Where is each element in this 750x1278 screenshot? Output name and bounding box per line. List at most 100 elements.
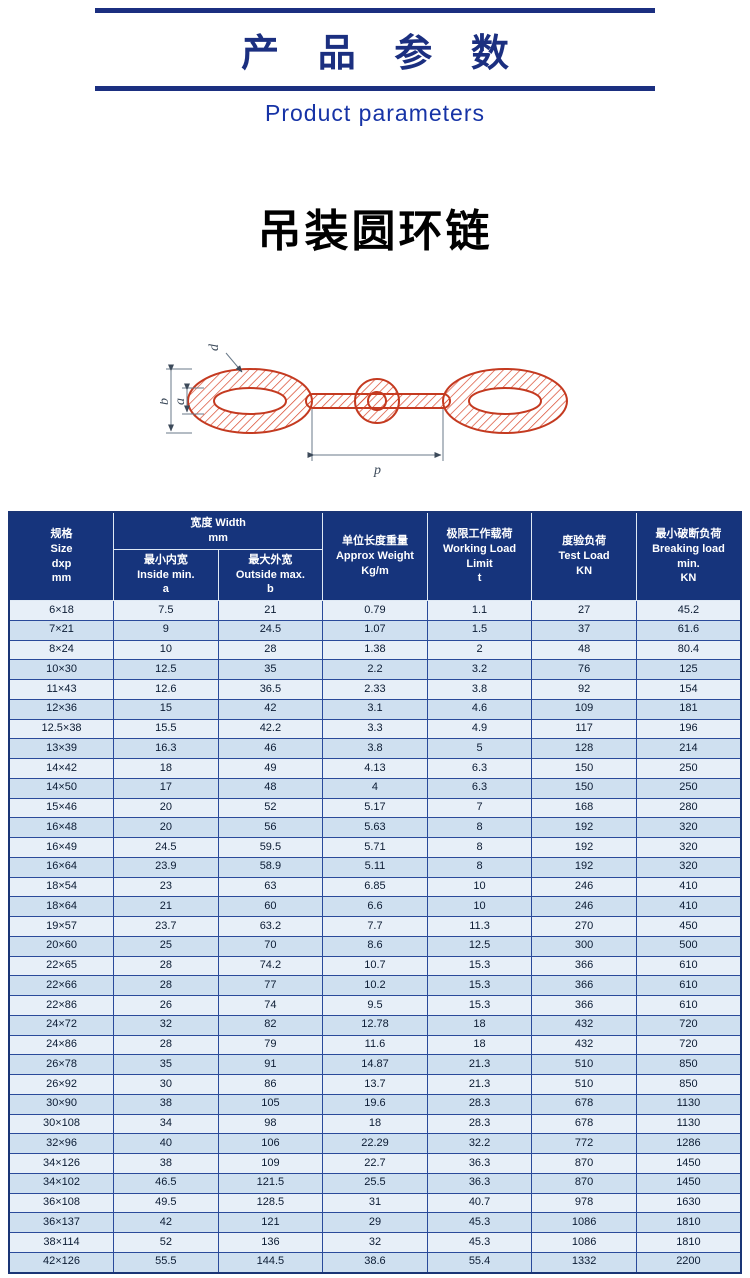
table-cell: 36×108 <box>8 1192 115 1214</box>
table-cell: 32 <box>113 1014 219 1036</box>
header-outside-width: 最大外宽 Outside max. b <box>217 548 324 602</box>
dim-label-b: b <box>160 398 172 405</box>
table-row: 32×96 40 106 22.29 32.2 772 1286 <box>8 1133 742 1155</box>
table-cell: 150 <box>531 777 637 799</box>
table-cell: 8×24 <box>8 639 115 661</box>
table-row: 36×137 42 121 29 45.3 1086 1810 <box>8 1212 742 1234</box>
table-cell: 5.11 <box>322 856 428 878</box>
table-cell: 15.5 <box>113 718 219 740</box>
table-cell: 45.3 <box>426 1232 533 1253</box>
header-test-load: 度验负荷 Test Load KN <box>531 511 637 602</box>
table-cell: 3.3 <box>322 718 428 740</box>
table-cell: 8 <box>426 856 533 878</box>
table-cell: 28 <box>113 1034 219 1056</box>
table-row: 22×66 28 77 10.2 15.3 366 610 <box>8 975 742 997</box>
table-row: 30×108 34 98 18 28.3 678 1130 <box>8 1113 742 1135</box>
table-cell: 1286 <box>635 1133 742 1155</box>
table-cell: 32.2 <box>426 1133 533 1155</box>
table-cell: 28 <box>113 955 219 977</box>
table-cell: 1086 <box>531 1232 637 1253</box>
table-cell: 610 <box>635 975 742 997</box>
table-cell: 6.85 <box>322 876 428 898</box>
table-cell: 7 <box>426 797 533 819</box>
table-cell: 46.5 <box>113 1172 219 1194</box>
table-cell: 432 <box>531 1014 637 1036</box>
table-cell: 56 <box>217 817 324 839</box>
table-cell: 19×57 <box>8 916 115 937</box>
table-cell: 77 <box>217 975 324 997</box>
table-cell: 105 <box>217 1093 324 1115</box>
table-row: 20×60 25 70 8.6 12.5 300 500 <box>8 935 742 957</box>
table-row: 16×49 24.5 59.5 5.71 8 192 320 <box>8 837 742 858</box>
table-cell: 128.5 <box>217 1192 324 1214</box>
table-cell: 48 <box>531 639 637 661</box>
table-cell: 7.5 <box>113 600 219 621</box>
table-cell: 6.3 <box>426 758 533 779</box>
table-cell: 91 <box>217 1054 324 1076</box>
table-cell: 21 <box>217 600 324 621</box>
table-cell: 196 <box>635 718 742 740</box>
table-cell: 5.71 <box>322 837 428 858</box>
table-cell: 27 <box>531 600 637 621</box>
table-cell: 270 <box>531 916 637 937</box>
header-breaking-load: 最小破断负荷 Breaking load min. KN <box>635 511 742 602</box>
parameters-table: 规格 Size dxp mm 宽度 Width mm 单位长度重量 Approx… <box>8 511 742 1274</box>
table-cell: 18 <box>426 1034 533 1056</box>
table-cell: 38.6 <box>322 1251 428 1274</box>
table-row: 22×65 28 74.2 10.7 15.3 366 610 <box>8 955 742 977</box>
table-cell: 34 <box>113 1113 219 1135</box>
table-cell: 38 <box>113 1093 219 1115</box>
table-cell: 92 <box>531 679 637 700</box>
table-cell: 1332 <box>531 1251 637 1274</box>
header-weight: 单位长度重量 Approx Weight Kg/m <box>322 511 428 602</box>
table-cell: 1.5 <box>426 619 533 641</box>
table-cell: 510 <box>531 1074 637 1095</box>
table-cell: 35 <box>113 1054 219 1076</box>
table-cell: 366 <box>531 955 637 977</box>
table-cell: 20 <box>113 817 219 839</box>
table-cell: 48 <box>217 777 324 799</box>
table-cell: 7.7 <box>322 916 428 937</box>
table-cell: 45.3 <box>426 1212 533 1234</box>
table-cell: 3.1 <box>322 698 428 720</box>
table-cell: 38×114 <box>8 1232 115 1253</box>
table-row: 6×18 7.5 21 0.79 1.1 27 45.2 <box>8 600 742 621</box>
table-cell: 10×30 <box>8 659 115 681</box>
table-cell: 720 <box>635 1034 742 1056</box>
table-cell: 2.33 <box>322 679 428 700</box>
dim-label-d: d <box>207 343 222 351</box>
table-row: 11×43 12.6 36.5 2.33 3.8 92 154 <box>8 679 742 700</box>
table-cell: 18 <box>426 1014 533 1036</box>
table-cell: 678 <box>531 1113 637 1135</box>
table-cell: 6.3 <box>426 777 533 799</box>
table-cell: 5 <box>426 738 533 760</box>
table-cell: 13×39 <box>8 738 115 760</box>
table-cell: 22×86 <box>8 995 115 1016</box>
table-cell: 24×86 <box>8 1034 115 1056</box>
table-cell: 21.3 <box>426 1074 533 1095</box>
table-cell: 21.3 <box>426 1054 533 1076</box>
table-cell: 45.2 <box>635 600 742 621</box>
table-cell: 168 <box>531 797 637 819</box>
table-row: 16×64 23.9 58.9 5.11 8 192 320 <box>8 856 742 878</box>
table-cell: 15×46 <box>8 797 115 819</box>
table-cell: 21 <box>113 896 219 918</box>
table-cell: 31 <box>322 1192 428 1214</box>
table-cell: 63 <box>217 876 324 898</box>
dim-label-a: a <box>173 398 188 405</box>
table-cell: 28 <box>217 639 324 661</box>
table-cell: 978 <box>531 1192 637 1214</box>
table-cell: 1810 <box>635 1212 742 1234</box>
table-cell: 74 <box>217 995 324 1016</box>
table-cell: 30×108 <box>8 1113 115 1135</box>
table-cell: 181 <box>635 698 742 720</box>
table-cell: 109 <box>217 1153 324 1174</box>
header-inside-width: 最小内宽 Inside min. a <box>113 548 219 602</box>
table-cell: 42×126 <box>8 1251 115 1274</box>
table-cell: 12.5×38 <box>8 718 115 740</box>
table-cell: 20×60 <box>8 935 115 957</box>
chain-diagram: d b a p <box>157 331 590 481</box>
table-cell: 29 <box>322 1212 428 1234</box>
table-cell: 26×78 <box>8 1054 115 1076</box>
table-cell: 11.3 <box>426 916 533 937</box>
